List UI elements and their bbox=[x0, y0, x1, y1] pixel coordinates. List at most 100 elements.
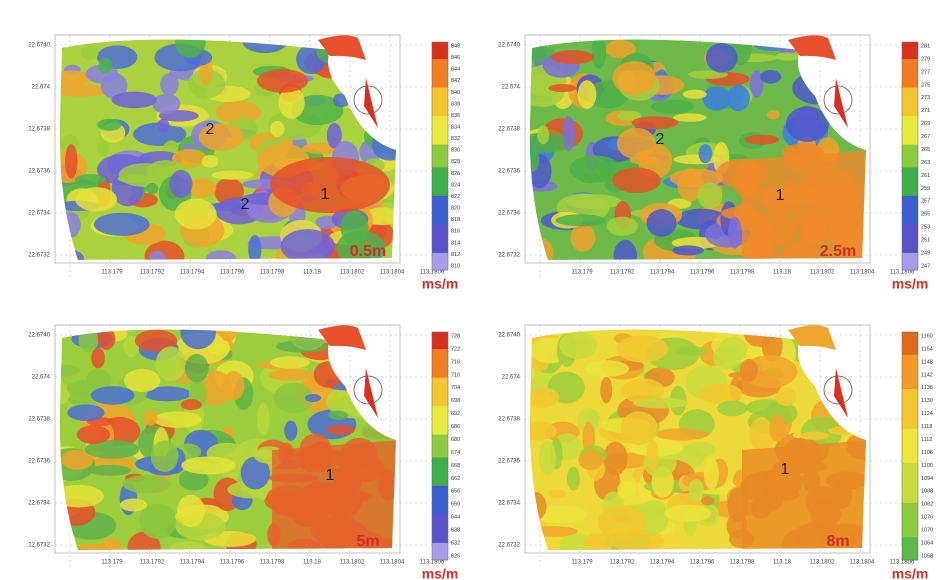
x-tick-label: 113.1804 bbox=[380, 560, 405, 566]
colorbar-label: 826 bbox=[451, 171, 460, 177]
conductivity-patch bbox=[181, 456, 236, 475]
colorbar-label: 650 bbox=[451, 502, 460, 508]
colorbar-cell bbox=[432, 337, 448, 344]
conductivity-patch bbox=[699, 383, 743, 405]
colorbar-cell bbox=[902, 337, 918, 344]
colorbar-cell bbox=[432, 474, 448, 481]
conductivity-patch bbox=[537, 125, 550, 145]
colorbar-label: 844 bbox=[451, 67, 460, 73]
colorbar-label: 828 bbox=[451, 159, 460, 165]
colorbar-cell bbox=[902, 252, 918, 260]
x-tick-label: 113.1792 bbox=[140, 560, 165, 566]
colorbar-cell bbox=[902, 190, 918, 197]
conductivity-patch bbox=[603, 441, 628, 476]
colorbar-cell bbox=[902, 434, 918, 441]
survey-map bbox=[59, 329, 397, 550]
colorbar-cell bbox=[432, 440, 448, 447]
conductivity-patch bbox=[712, 345, 742, 370]
conductivity-patch bbox=[785, 106, 829, 142]
x-tick-label: 113.1802 bbox=[810, 560, 835, 566]
conductivity-patch bbox=[59, 39, 103, 45]
y-tick-label: 22.6734 bbox=[498, 211, 520, 217]
conductivity-patch bbox=[134, 329, 178, 352]
colorbar-cell bbox=[902, 93, 918, 100]
y-tick-label: 22.6736 bbox=[28, 459, 50, 465]
high-zone bbox=[272, 440, 397, 550]
conductivity-patch bbox=[123, 369, 161, 393]
colorbar-label: 816 bbox=[451, 229, 460, 235]
x-tick-label: 113.1804 bbox=[850, 560, 875, 566]
conductivity-patch bbox=[371, 129, 397, 161]
colorbar-label: 830 bbox=[451, 148, 460, 154]
conductivity-patch bbox=[591, 39, 607, 69]
conductivity-patch bbox=[613, 239, 637, 260]
colorbar-label: 259 bbox=[921, 186, 930, 192]
colorbar-cell bbox=[432, 525, 448, 532]
zone-label: 2 bbox=[241, 196, 250, 213]
x-tick-label: 113.1806 bbox=[420, 270, 445, 276]
depth-label: 0.5m bbox=[350, 243, 386, 260]
colorbar-label: 814 bbox=[451, 240, 460, 246]
colorbar-cell bbox=[432, 383, 448, 390]
unit-label: ms/m bbox=[892, 276, 929, 292]
colorbar-cell bbox=[902, 548, 918, 555]
conductivity-patch bbox=[673, 154, 720, 165]
conductivity-patch bbox=[150, 440, 179, 473]
colorbar-cell bbox=[432, 377, 448, 384]
colorbar-cell bbox=[432, 258, 448, 265]
compass bbox=[823, 375, 853, 405]
colorbar-cell bbox=[902, 451, 918, 458]
colorbar-label: 704 bbox=[451, 385, 460, 391]
colorbar-label: 265 bbox=[921, 147, 930, 153]
colorbar-cell bbox=[902, 70, 918, 77]
conductivity-patch bbox=[90, 386, 135, 405]
colorbar-cell bbox=[902, 104, 918, 111]
conductivity-patch bbox=[242, 39, 288, 54]
conductivity-patch bbox=[65, 144, 78, 179]
zone-label: 1 bbox=[326, 467, 335, 484]
colorbar-cell bbox=[902, 138, 918, 146]
x-tick-label: 113.1796 bbox=[220, 270, 245, 276]
colorbar-cell bbox=[902, 514, 918, 521]
conductivity-patch bbox=[605, 39, 636, 59]
map-panel: 22.6740 22.674 22.6738 22.6736 22.6734 22.673… bbox=[498, 34, 930, 292]
colorbar-label: 686 bbox=[451, 424, 460, 430]
conductivity-patch bbox=[97, 118, 122, 131]
conductivity-patch bbox=[633, 397, 689, 409]
colorbar-label: 1142 bbox=[921, 372, 933, 378]
map-frame bbox=[54, 34, 401, 264]
y-tick-label: 22.6738 bbox=[28, 127, 50, 133]
colorbar-cell bbox=[902, 468, 918, 475]
colorbar-cell bbox=[432, 150, 448, 157]
colorbar-label: 848 bbox=[451, 43, 460, 49]
colorbar-cell bbox=[432, 537, 448, 544]
conductivity-patch bbox=[577, 80, 597, 109]
colorbar-cell bbox=[902, 195, 918, 203]
conductivity-patch bbox=[119, 498, 148, 512]
colorbar-cell bbox=[432, 468, 448, 475]
colorbar-cell bbox=[902, 150, 918, 157]
colorbar-frame bbox=[901, 331, 919, 561]
conductivity-patch bbox=[171, 149, 207, 168]
colorbar-cell bbox=[432, 59, 448, 66]
compass-needle bbox=[364, 78, 378, 128]
colorbar-cell bbox=[902, 264, 918, 271]
colorbar-cell bbox=[432, 554, 448, 561]
x-tick-label: 113.18 bbox=[303, 270, 322, 276]
colorbar-label: 1070 bbox=[921, 528, 933, 534]
conductivity-patch bbox=[93, 212, 150, 236]
colorbar-cell bbox=[902, 343, 918, 350]
conductivity-patch bbox=[98, 57, 113, 74]
colorbar-cell bbox=[432, 161, 448, 168]
conductivity-patch bbox=[326, 424, 355, 435]
map-notch bbox=[788, 325, 836, 350]
conductivity-patch bbox=[67, 404, 105, 421]
conductivity-patch bbox=[829, 62, 843, 77]
high-zone bbox=[742, 440, 867, 550]
colorbar-label: 251 bbox=[921, 238, 930, 244]
conductivity-patch bbox=[73, 543, 111, 550]
conductivity-patch bbox=[673, 113, 707, 122]
zone-label: 2 bbox=[656, 131, 665, 148]
colorbar-cell bbox=[902, 258, 918, 265]
x-tick-label: 113.1806 bbox=[890, 560, 915, 566]
